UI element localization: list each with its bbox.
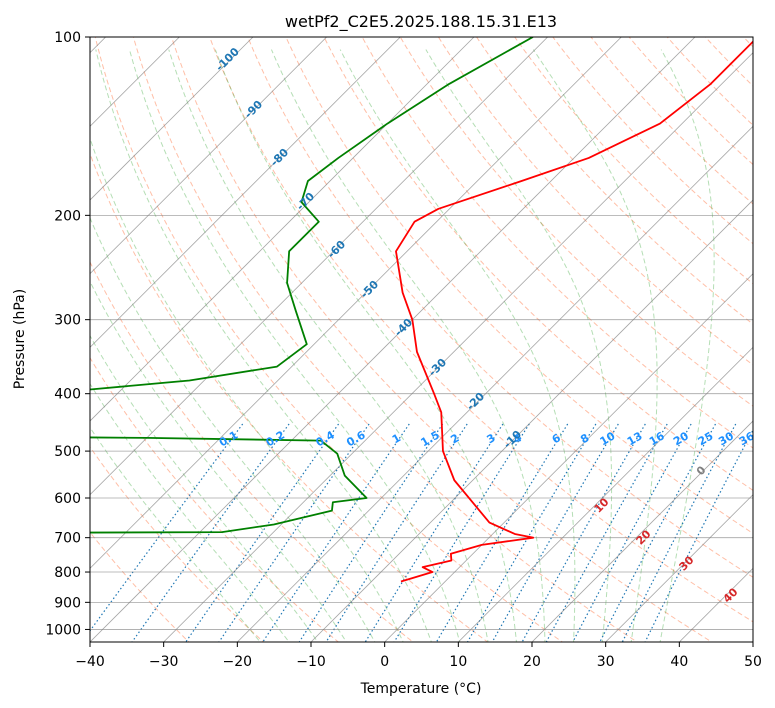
mixing-ratio-line	[599, 423, 717, 642]
grid-lines	[90, 37, 753, 642]
dry-adiabat-line	[475, 37, 753, 325]
moist-adiabat-line	[659, 49, 715, 642]
y-tick-label: 800	[54, 565, 81, 581]
isotherm-line	[531, 420, 753, 642]
sounding-series	[90, 37, 753, 583]
y-tick-label: 100	[54, 30, 81, 46]
x-tick-label: −10	[296, 654, 326, 670]
mixing-ratio-line	[521, 423, 646, 642]
temperature-profile-line	[395, 40, 753, 583]
mixing-ratio-label: 36	[737, 429, 757, 448]
x-tick-label: 30	[597, 654, 615, 670]
isotherm-line	[90, 37, 401, 348]
dry-adiabat-line	[590, 37, 753, 205]
dry-adiabat-line	[90, 152, 489, 642]
x-tick-label: 50	[744, 654, 762, 670]
dry-adiabat-line	[247, 37, 753, 578]
isotherm-line	[163, 52, 753, 642]
y-tick-label: 400	[54, 387, 81, 403]
dry-adiabat-line	[90, 446, 265, 642]
isotherm-line	[237, 125, 753, 642]
mixing-ratio-line	[466, 423, 597, 642]
moist-adiabat-line	[214, 49, 517, 642]
x-tick-label: −30	[149, 654, 179, 670]
mixing-ratio-line	[393, 423, 530, 642]
isotherm-line	[458, 346, 753, 642]
y-tick-label: 200	[54, 208, 81, 224]
dry-adiabat-line	[285, 37, 753, 535]
x-axis-label: Temperature (°C)	[360, 681, 482, 697]
dry-adiabats	[90, 37, 753, 642]
dry-adiabat-line	[94, 37, 564, 642]
dry-adiabat-line	[170, 37, 713, 642]
x-tick-label: 10	[449, 654, 467, 670]
isotherm-line	[90, 37, 622, 569]
moist-adiabat-line	[90, 334, 319, 642]
y-tick-label: 1000	[45, 622, 81, 638]
moist-adiabat-line	[90, 216, 376, 642]
isotherm-line	[384, 273, 753, 642]
mixing-ratio-line	[491, 423, 619, 642]
y-tick-label: 500	[54, 444, 81, 460]
y-axis-label: Pressure (hPa)	[12, 289, 28, 389]
mixing-ratio-line	[621, 423, 737, 642]
isotherm-line	[605, 494, 753, 642]
mixing-ratio-line	[364, 423, 504, 642]
plot-area: 0.1 0.2 0.4 0.6 1 1.5 2 3 4 6 8 10 13 16 20 25 30 36-100-…	[90, 37, 757, 642]
chart-title: wetPf2_C2E5.2025.188.15.31.E13	[285, 12, 557, 32]
dry-adiabat-line	[132, 37, 638, 642]
dry-adiabat-line	[399, 37, 753, 407]
isotherm-line	[90, 37, 548, 496]
dry-adiabat-line	[437, 37, 753, 366]
isotherm-line	[90, 37, 696, 642]
isotherm-line	[90, 37, 475, 422]
x-tick-label: −20	[223, 654, 253, 670]
y-tick-label: 600	[54, 491, 81, 507]
mixing-ratio-line	[545, 423, 668, 642]
x-tick-label: 0	[380, 654, 389, 670]
x-tick-label: −40	[75, 654, 105, 670]
mixing-ratio-line	[185, 423, 340, 642]
y-axis-ticks: 100 200 300 400 500 600 700 800 900 1000	[45, 30, 90, 638]
dry-adiabat-line	[323, 37, 753, 491]
y-tick-label: 700	[54, 531, 81, 547]
isotherm-line	[90, 37, 327, 275]
mixing-ratio-line	[131, 423, 290, 642]
mixing-ratio-lines	[90, 423, 753, 642]
x-tick-label: 20	[523, 654, 541, 670]
isotherm-line	[310, 199, 753, 642]
mixing-ratio-line	[218, 423, 370, 642]
mixing-ratio-line	[435, 423, 569, 642]
dry-adiabat-line	[666, 37, 753, 126]
x-axis-ticks: −40 −30 −20 −10 0 10 20 30 40 50	[75, 642, 762, 670]
dewpoint-profile-line	[90, 37, 534, 534]
x-tick-label: 40	[670, 654, 688, 670]
axes-frame	[89, 36, 754, 643]
dry-adiabat-line	[209, 37, 753, 623]
y-tick-label: 900	[54, 595, 81, 611]
dry-adiabat-line	[361, 37, 753, 449]
y-tick-label: 300	[54, 313, 81, 329]
mixing-ratio-line	[325, 423, 468, 642]
isotherm-line	[90, 37, 254, 201]
dry-adiabat-line	[552, 37, 753, 245]
